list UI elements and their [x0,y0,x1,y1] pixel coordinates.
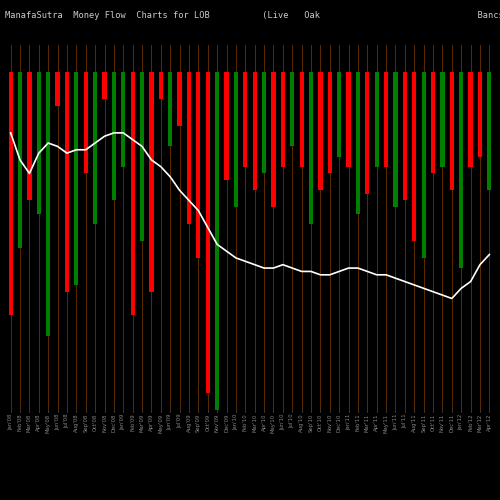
Bar [46,72,50,336]
Bar [328,72,332,174]
Bar [56,72,60,106]
Bar [130,72,135,316]
Bar [8,72,12,316]
Bar [168,72,172,146]
Bar [431,72,435,174]
Bar [318,72,322,190]
Text: ManafaSutra  Money Flow  Charts for LOB          (Live   Oak                    : ManafaSutra Money Flow Charts for LOB (L… [5,11,500,20]
Bar [158,72,163,99]
Bar [459,72,464,268]
Bar [178,72,182,126]
Bar [422,72,426,258]
Bar [365,72,370,194]
Bar [346,72,350,166]
Bar [272,72,276,207]
Bar [215,72,220,410]
Bar [140,72,144,241]
Bar [112,72,116,200]
Bar [65,72,69,292]
Bar [206,72,210,393]
Bar [150,72,154,292]
Bar [252,72,257,190]
Bar [187,72,191,224]
Bar [224,72,228,180]
Bar [196,72,200,258]
Bar [74,72,78,285]
Bar [243,72,248,166]
Bar [394,72,398,207]
Bar [309,72,313,224]
Bar [440,72,444,166]
Bar [18,72,22,248]
Bar [102,72,106,99]
Bar [468,72,472,166]
Bar [412,72,416,241]
Bar [450,72,454,190]
Bar [290,72,294,146]
Bar [356,72,360,214]
Bar [478,72,482,156]
Bar [262,72,266,174]
Bar [374,72,379,166]
Bar [121,72,126,166]
Bar [488,72,492,190]
Bar [93,72,97,224]
Bar [28,72,32,200]
Bar [384,72,388,166]
Bar [280,72,285,166]
Bar [403,72,407,200]
Bar [337,72,342,156]
Bar [234,72,238,207]
Bar [84,72,88,174]
Bar [36,72,41,214]
Bar [300,72,304,166]
